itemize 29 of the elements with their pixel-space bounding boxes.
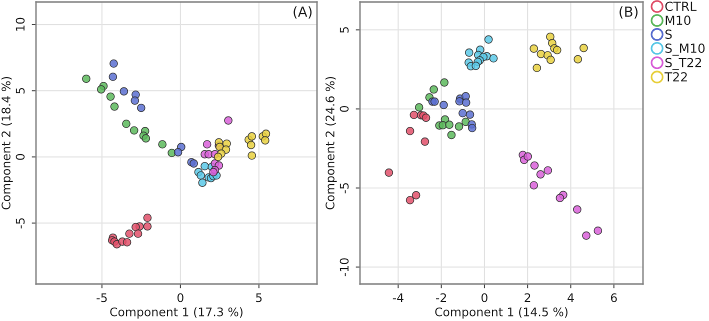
- x-tick-label: 0: [481, 293, 488, 302]
- x-tick-label: -2: [436, 293, 446, 302]
- annotation: (B): [620, 6, 638, 19]
- x-tick-label: 2: [524, 293, 530, 302]
- x-tick-label: 0: [177, 293, 184, 302]
- legend-label: S: [665, 30, 672, 39]
- y-tick-label: -5: [340, 183, 349, 194]
- y-tick-label: 5: [16, 88, 25, 94]
- x-tick-label: -5: [96, 293, 107, 302]
- y-tick-label: 5: [340, 27, 349, 33]
- x-tick-label: 4: [568, 293, 574, 302]
- y-tick-label: 0: [16, 154, 25, 160]
- legend-label: S_T22: [665, 58, 702, 70]
- x-tick-label: 6: [610, 293, 617, 302]
- x-tick-label: 5: [256, 293, 262, 302]
- y-tick-label: -10: [340, 258, 349, 276]
- y-axis-title: Component 2 (24.6 %): [325, 77, 337, 210]
- x-axis-title: Component 1 (17.3 %): [110, 307, 242, 319]
- y-tick-label: -5: [16, 218, 25, 228]
- legend-label: T22: [664, 72, 687, 82]
- legend-label: CTRL: [665, 2, 697, 12]
- y-tick-label: 10: [16, 18, 25, 31]
- y-axis-title: Component 2 (18.4 %): [1, 77, 13, 210]
- x-tick-label: -4: [392, 293, 404, 302]
- x-axis-title: Component 1 (14.5 %): [435, 307, 568, 319]
- legend-label: S_M10: [665, 44, 705, 56]
- annotation: (A): [294, 6, 312, 19]
- legend-label: M10: [666, 16, 690, 26]
- y-tick-label: 0: [340, 106, 349, 112]
